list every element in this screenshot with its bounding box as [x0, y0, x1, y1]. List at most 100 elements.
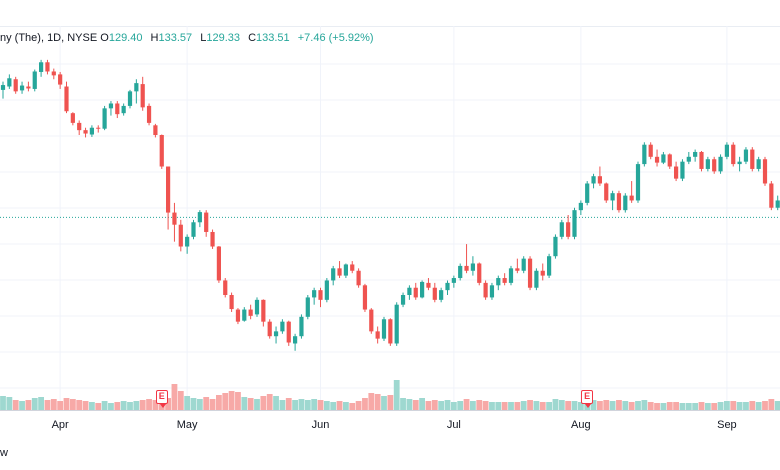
volume-bar — [95, 403, 102, 410]
candle-body — [166, 166, 171, 213]
candle-body — [299, 316, 304, 337]
volume-bar — [444, 400, 451, 410]
candle — [743, 147, 749, 165]
candle-body — [178, 224, 183, 247]
low-value: 129.33 — [206, 32, 240, 44]
earnings-marker[interactable]: E — [155, 390, 168, 408]
candle — [547, 253, 552, 279]
candle-body — [115, 103, 120, 115]
candle-body — [674, 166, 679, 179]
candle — [762, 156, 768, 186]
candle — [318, 287, 323, 308]
volume-bar — [336, 401, 343, 410]
volume-bar — [724, 401, 730, 410]
volume-bar — [565, 401, 572, 410]
candle — [604, 182, 609, 203]
candle — [712, 156, 717, 174]
volume-bar — [654, 403, 660, 410]
volume-bar — [558, 400, 565, 410]
volume-bar — [457, 401, 464, 410]
candle-body — [0, 85, 6, 90]
candle — [388, 318, 393, 346]
volume-bar — [6, 397, 13, 410]
candle-body — [356, 270, 361, 286]
candle — [591, 173, 596, 189]
candle — [312, 287, 317, 305]
candles — [0, 59, 780, 351]
candle — [648, 142, 653, 160]
candle — [610, 190, 615, 211]
volume-bar — [666, 402, 673, 410]
candlestick-chart[interactable] — [0, 0, 780, 440]
candle-body — [712, 159, 717, 172]
volume-bar — [438, 401, 445, 410]
candle — [242, 307, 247, 322]
volume-bar — [127, 402, 133, 410]
volume-bar — [317, 400, 324, 410]
x-tick-label: Jun — [311, 419, 330, 431]
x-tick-label: Sep — [717, 419, 737, 431]
candle — [693, 149, 698, 162]
candle — [204, 210, 209, 237]
candle — [572, 207, 577, 240]
volume-bar — [349, 403, 356, 410]
top-toolbar-strip — [0, 0, 780, 27]
candle-body — [134, 83, 139, 92]
candle — [724, 142, 729, 160]
volume-bar — [89, 402, 95, 410]
candle-body — [400, 295, 406, 305]
candle-body — [388, 319, 393, 344]
volume-bar — [597, 401, 603, 410]
candle — [553, 234, 558, 259]
candle — [166, 166, 171, 230]
time-axis[interactable]: Apr May Jun Jul Aug Sep — [0, 410, 780, 439]
volume-bar — [400, 398, 406, 410]
earnings-marker[interactable]: E — [581, 390, 594, 408]
candle — [248, 304, 253, 320]
candle-body — [267, 321, 272, 337]
candle-body — [381, 319, 387, 339]
x-tick-label: Jul — [446, 419, 461, 431]
candle — [159, 134, 164, 169]
candle-body — [191, 222, 196, 237]
volume-bar — [228, 391, 235, 410]
candle-body — [439, 290, 444, 300]
candle — [229, 292, 234, 312]
volume-bar — [749, 401, 756, 410]
volume-bar — [304, 400, 311, 410]
candle — [674, 161, 679, 182]
candle-body — [572, 210, 577, 237]
volume-bar — [355, 401, 362, 410]
candle — [635, 161, 641, 203]
candle — [407, 285, 412, 300]
candle-body — [642, 144, 647, 165]
candle-body — [280, 321, 285, 332]
volume-bar — [260, 396, 267, 410]
volume-bar — [247, 398, 254, 410]
volume-bar — [216, 395, 222, 410]
candle-body — [293, 336, 298, 344]
candle-body — [623, 195, 628, 211]
candle — [566, 215, 571, 240]
candle — [597, 166, 602, 186]
high-value: 133.57 — [158, 32, 193, 44]
candle — [19, 81, 25, 94]
candle — [51, 68, 56, 80]
candle — [439, 287, 444, 303]
volume-bar — [298, 399, 305, 410]
candle-body — [13, 79, 18, 92]
volume-bar — [768, 399, 775, 410]
candle — [451, 275, 456, 288]
candle-body — [413, 287, 418, 298]
volume-bar — [609, 401, 616, 410]
candle — [642, 142, 647, 167]
candle-body — [508, 268, 514, 283]
candle — [134, 79, 139, 104]
volume-bar — [330, 402, 337, 410]
candle — [775, 195, 780, 211]
candle-body — [210, 231, 215, 247]
candle-body — [693, 151, 698, 157]
candle-body — [502, 278, 507, 283]
volume-bar — [622, 401, 629, 410]
volume-bar — [209, 399, 216, 410]
